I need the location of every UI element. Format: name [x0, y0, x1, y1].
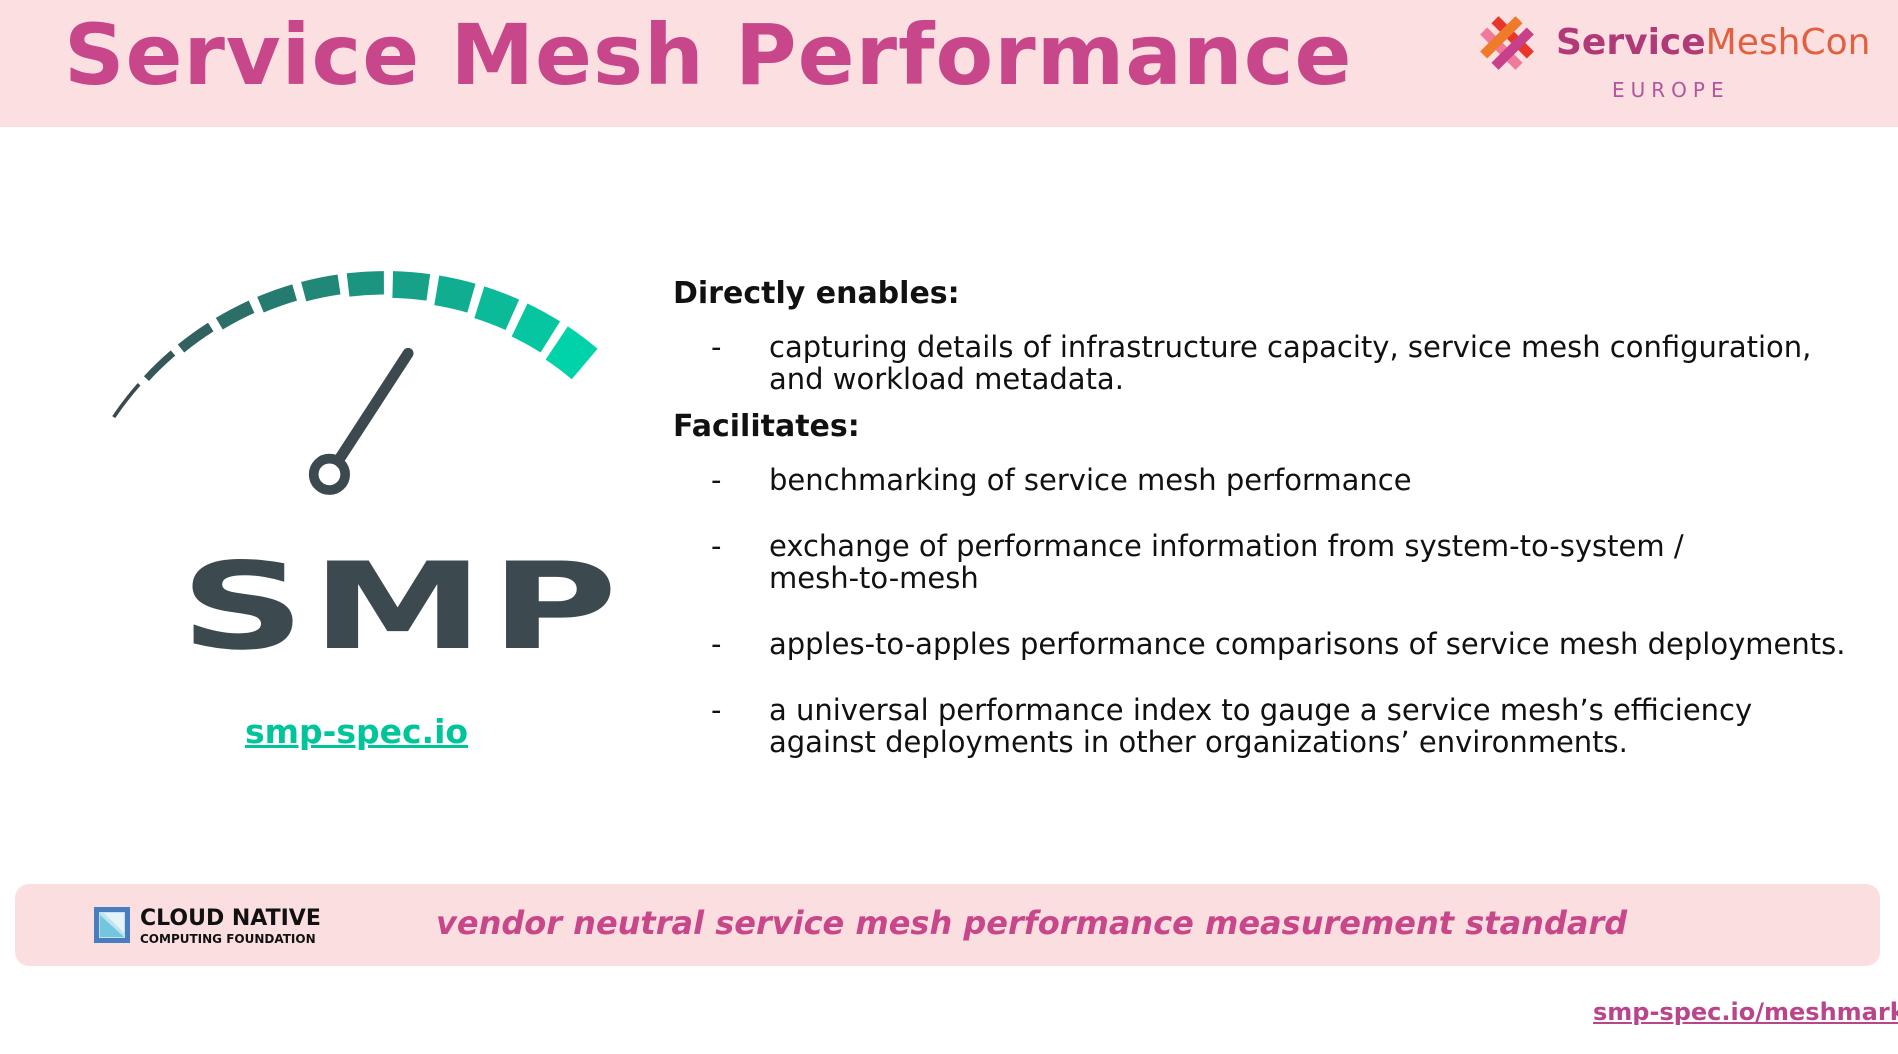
gauge-segment: [474, 286, 520, 331]
content-body: Directly enables: - capturing details of …: [673, 276, 1873, 758]
section-heading: Facilitates:: [673, 409, 860, 444]
list-item: - benchmarking of service mesh performanc…: [711, 463, 1412, 497]
gauge-segment: [177, 322, 214, 353]
gauge-segment: [511, 303, 561, 353]
gauge-pivot: [308, 453, 350, 495]
gauge-segment: [257, 284, 297, 313]
gauge-segment: [392, 271, 431, 301]
list-item: - capturing details of infrastructure cap…: [711, 330, 1812, 396]
footer-band: CLOUD NATIVE COMPUTING FOUNDATION vendor…: [15, 884, 1880, 966]
cncf-icon: [94, 907, 130, 943]
gauge-segment: [434, 275, 476, 313]
gauge-segment: [215, 300, 255, 330]
smp-wordmark: SMP: [180, 538, 624, 677]
section-heading: Directly enables:: [673, 276, 960, 311]
header-band: Service Mesh Performance ServiceMeshCon …: [0, 0, 1898, 127]
gauge-segment: [143, 350, 176, 381]
gauge-segment: [545, 326, 598, 380]
list-item: - apples-to-apples performance comparison…: [711, 627, 1846, 661]
gauge-segment: [346, 271, 384, 297]
smp-spec-link[interactable]: smp-spec.io: [245, 712, 469, 751]
cncf-logo: CLOUD NATIVE COMPUTING FOUNDATION: [94, 906, 334, 946]
servicemeshcon-mark-icon: [1480, 16, 1534, 70]
gauge-segment: [112, 383, 141, 419]
gauge-segment: [301, 274, 341, 302]
tagline: vendor neutral service mesh performance …: [436, 904, 1628, 942]
list-item: -a universal performance index to gauge …: [711, 693, 1753, 759]
servicemeshcon-region: EUROPE: [1612, 78, 1730, 102]
servicemeshcon-logo: ServiceMeshCon EUROPE: [1470, 8, 1880, 108]
page-title: Service Mesh Performance: [64, 6, 1353, 104]
meshmark-link[interactable]: smp-spec.io/meshmark: [1593, 998, 1898, 1026]
gauge-needle: [323, 347, 414, 480]
servicemeshcon-name: ServiceMeshCon: [1556, 22, 1871, 63]
list-item: - exchange of performance information fro…: [711, 529, 1684, 595]
